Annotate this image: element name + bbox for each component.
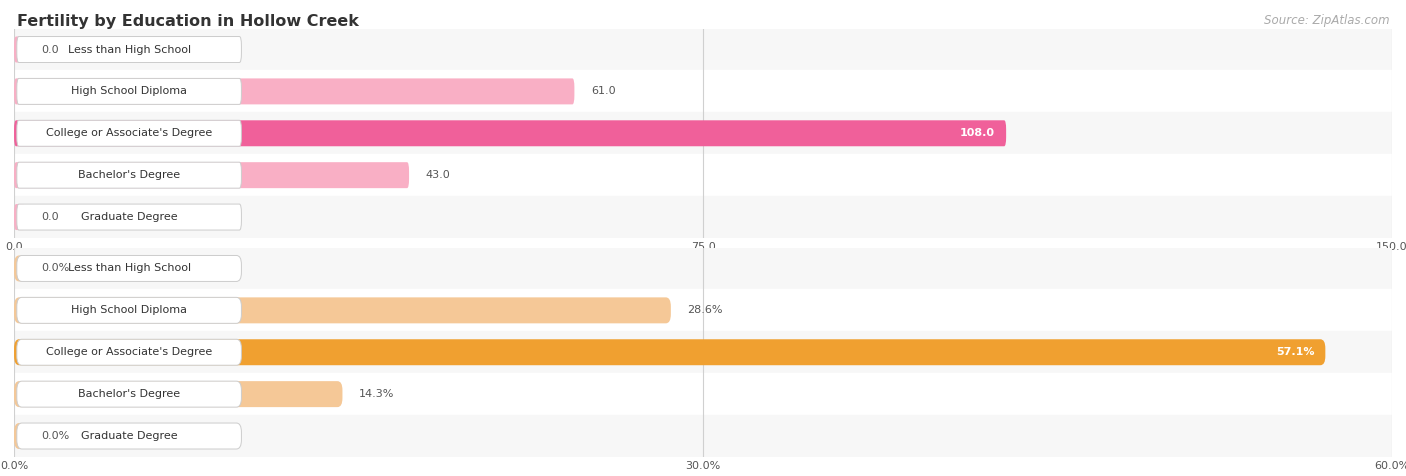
FancyBboxPatch shape <box>17 381 242 407</box>
FancyBboxPatch shape <box>17 162 242 188</box>
Text: High School Diploma: High School Diploma <box>72 86 187 97</box>
Bar <box>14 154 1392 196</box>
Bar <box>14 331 1392 373</box>
FancyBboxPatch shape <box>17 37 242 62</box>
Text: Bachelor's Degree: Bachelor's Degree <box>79 170 180 180</box>
FancyBboxPatch shape <box>17 423 242 449</box>
Bar <box>14 289 1392 331</box>
FancyBboxPatch shape <box>14 204 25 230</box>
Text: High School Diploma: High School Diploma <box>72 305 187 316</box>
Text: 0.0%: 0.0% <box>42 431 70 441</box>
Text: Fertility by Education in Hollow Creek: Fertility by Education in Hollow Creek <box>17 14 359 30</box>
Text: 0.0: 0.0 <box>42 212 59 222</box>
Text: 0.0%: 0.0% <box>42 263 70 274</box>
FancyBboxPatch shape <box>14 339 1326 365</box>
Text: 57.1%: 57.1% <box>1275 347 1315 357</box>
FancyBboxPatch shape <box>17 204 242 230</box>
Text: 0.0: 0.0 <box>42 44 59 55</box>
FancyBboxPatch shape <box>17 256 242 281</box>
Bar <box>14 29 1392 70</box>
Text: 108.0: 108.0 <box>960 128 995 139</box>
Text: 28.6%: 28.6% <box>688 305 723 316</box>
FancyBboxPatch shape <box>14 298 671 323</box>
Bar <box>14 70 1392 112</box>
FancyBboxPatch shape <box>14 37 25 62</box>
Text: Graduate Degree: Graduate Degree <box>80 212 177 222</box>
Bar <box>14 196 1392 238</box>
Text: Less than High School: Less than High School <box>67 263 191 274</box>
Text: 43.0: 43.0 <box>426 170 450 180</box>
Bar <box>14 373 1392 415</box>
FancyBboxPatch shape <box>14 79 575 104</box>
FancyBboxPatch shape <box>17 79 242 104</box>
FancyBboxPatch shape <box>17 339 242 365</box>
Text: Less than High School: Less than High School <box>67 44 191 55</box>
FancyBboxPatch shape <box>17 120 242 146</box>
Text: Bachelor's Degree: Bachelor's Degree <box>79 389 180 399</box>
Text: College or Associate's Degree: College or Associate's Degree <box>46 347 212 357</box>
Text: 61.0: 61.0 <box>591 86 616 97</box>
Text: Graduate Degree: Graduate Degree <box>80 431 177 441</box>
Text: 14.3%: 14.3% <box>359 389 394 399</box>
Text: Source: ZipAtlas.com: Source: ZipAtlas.com <box>1264 14 1389 27</box>
FancyBboxPatch shape <box>14 256 25 281</box>
Bar <box>14 415 1392 457</box>
FancyBboxPatch shape <box>17 298 242 323</box>
FancyBboxPatch shape <box>14 120 1007 146</box>
FancyBboxPatch shape <box>14 381 343 407</box>
Bar <box>14 248 1392 289</box>
Text: College or Associate's Degree: College or Associate's Degree <box>46 128 212 139</box>
Bar <box>14 112 1392 154</box>
FancyBboxPatch shape <box>14 162 409 188</box>
FancyBboxPatch shape <box>14 423 25 449</box>
